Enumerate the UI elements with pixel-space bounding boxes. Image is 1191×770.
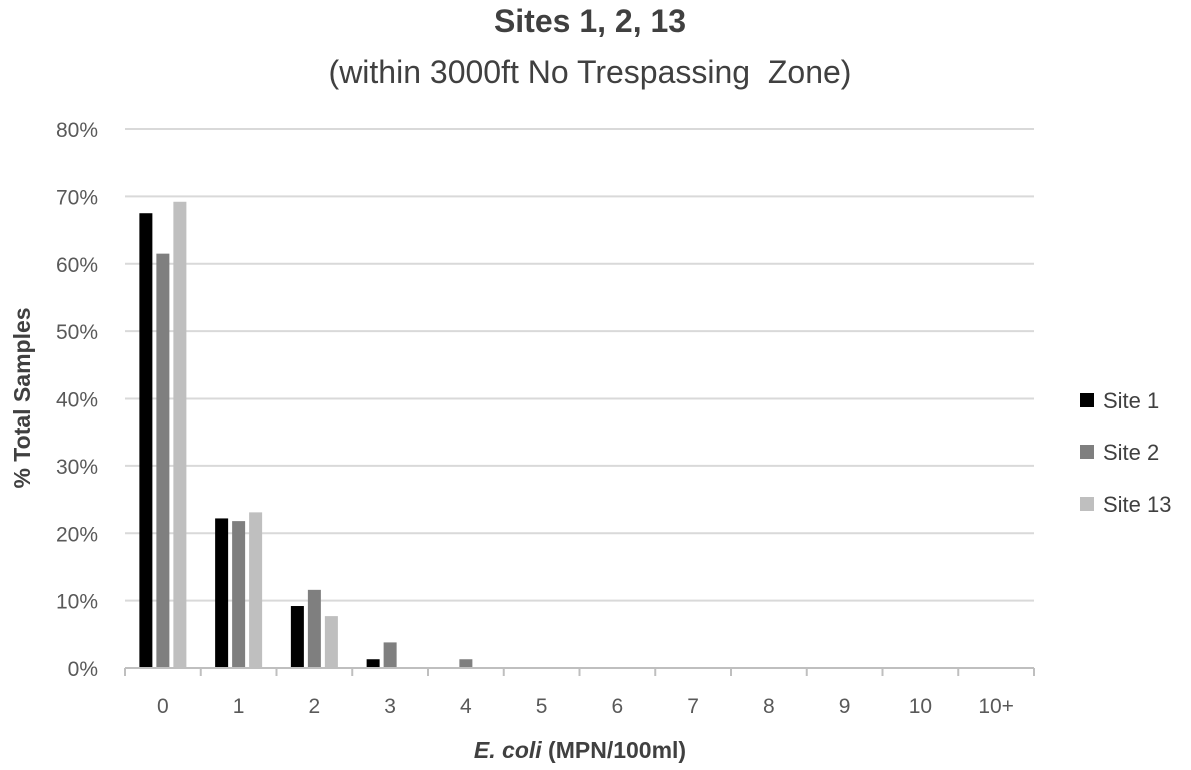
- bar: [459, 659, 473, 668]
- legend-label: Site 1: [1103, 388, 1159, 413]
- y-tick-label: 70%: [56, 186, 98, 209]
- legend: Site 1 Site 2 Site 13: [1080, 388, 1172, 517]
- y-axis-title: % Total Samples: [9, 307, 35, 488]
- y-tick-label: 10%: [56, 591, 98, 614]
- y-tick-label: 60%: [56, 254, 98, 277]
- x-tick-label: 10+: [978, 695, 1014, 718]
- legend-swatch: [1080, 445, 1094, 459]
- x-tick-label: 6: [612, 695, 624, 718]
- bar: [290, 606, 304, 668]
- x-tick-label: 10: [909, 695, 932, 718]
- bar: [215, 518, 229, 668]
- bar: [383, 642, 397, 668]
- bars: [139, 201, 473, 669]
- x-tick-label: 9: [839, 695, 851, 718]
- x-tick-label: 7: [687, 695, 699, 718]
- y-tick-label: 0%: [68, 658, 98, 681]
- bar: [232, 521, 246, 668]
- x-axis-title-italic: E. coli: [474, 737, 542, 763]
- x-tick-label: 3: [384, 695, 396, 718]
- bar: [366, 659, 380, 668]
- y-tick-label: 50%: [56, 321, 98, 344]
- x-tick-label: 0: [157, 695, 169, 718]
- bar: [139, 213, 153, 668]
- y-axis-ticks: 0% 10% 20% 30% 40% 50% 60% 70% 80%: [56, 119, 98, 681]
- bar: [324, 616, 338, 668]
- y-tick-label: 30%: [56, 456, 98, 479]
- legend-label: Site 2: [1103, 440, 1159, 465]
- x-axis-title-units: (MPN/100ml): [542, 737, 686, 763]
- x-tick-label: 1: [233, 695, 245, 718]
- x-tick-label: 5: [536, 695, 548, 718]
- legend-swatch: [1080, 393, 1094, 407]
- chart-title: Sites 1, 2, 13: [494, 3, 686, 39]
- y-tick-label: 80%: [56, 119, 98, 142]
- y-tick-label: 40%: [56, 389, 98, 412]
- gridlines: [125, 128, 1034, 602]
- x-axis-title: E. coli (MPN/100ml): [474, 737, 686, 763]
- x-axis: 0 1 2 3 4 5 6 7 8 9 10 10+: [124, 667, 1035, 718]
- legend-swatch: [1080, 497, 1094, 511]
- y-tick-label: 20%: [56, 523, 98, 546]
- bar: [156, 253, 170, 669]
- chart-subtitle: (within 3000ft No Trespassing Zone): [329, 54, 852, 90]
- bar: [307, 589, 321, 668]
- legend-label: Site 13: [1103, 492, 1172, 517]
- bar: [173, 201, 187, 668]
- x-tick-label: 4: [460, 695, 472, 718]
- x-tick-label: 8: [763, 695, 775, 718]
- bar: [249, 512, 263, 668]
- x-tick-label: 2: [309, 695, 321, 718]
